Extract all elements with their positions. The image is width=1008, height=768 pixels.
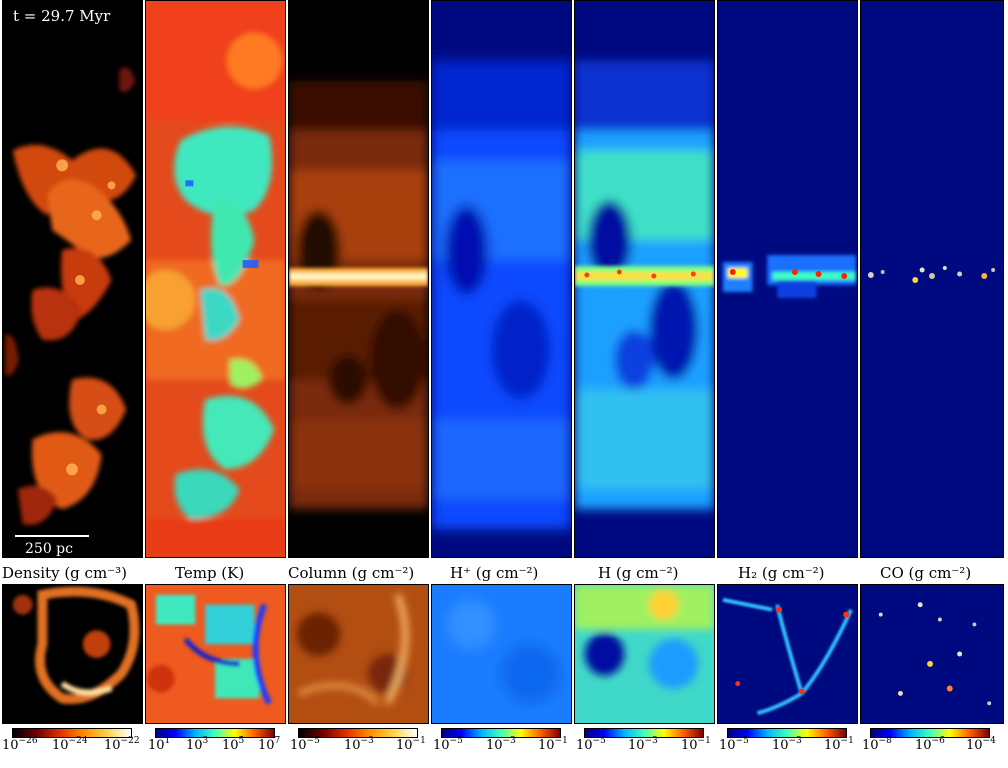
h2-title: H₂ (g cm⁻²) [738,564,825,582]
h-colorbar [584,728,704,738]
hplus-tick-0: 10−5 [433,736,463,754]
hplus-colorbar [441,728,561,738]
column-title: Column (g cm⁻²) [288,564,415,582]
co-tick-0: 10−8 [862,736,892,754]
h2-tick-1: 10−3 [772,736,802,754]
h-panel-top [574,0,715,558]
temp-tick-3: 107 [258,736,281,754]
hplus-tick-2: 10−1 [538,736,568,754]
column-panel-bottom [288,584,429,724]
h2-panel-top [717,0,858,558]
co-panel-bottom [860,584,1004,724]
temp-panel-bottom [145,584,286,724]
density-colorbar [12,728,132,738]
hplus-panel-top [431,0,572,558]
h-title: H (g cm⁻²) [598,564,679,582]
co-colorbar [870,728,990,738]
hplus-panel-bottom [431,584,572,724]
density-panel-top: t = 29.7 Myr 250 pc [2,0,143,558]
column-tick-2: 10−1 [396,736,426,754]
hplus-title: H⁺ (g cm⁻²) [450,564,539,582]
density-panel-bottom [2,584,143,724]
density-tick-0: 10−26 [2,736,38,754]
hplus-tick-1: 10−3 [486,736,516,754]
column-tick-0: 10−5 [290,736,320,754]
scale-bar [15,535,89,537]
h-tick-1: 10−3 [628,736,658,754]
h2-tick-2: 10−1 [824,736,854,754]
temp-panel-top [145,0,286,558]
temp-title: Temp (K) [175,564,245,582]
h2-colorbar [727,728,847,738]
temp-tick-1: 103 [186,736,209,754]
h-panel-bottom [574,584,715,724]
column-tick-1: 10−3 [344,736,374,754]
column-panel-top [288,0,429,558]
temp-tick-0: 101 [148,736,171,754]
h2-panel-bottom [717,584,858,724]
time-label: t = 29.7 Myr [13,7,111,25]
h-tick-0: 10−5 [576,736,606,754]
co-tick-1: 10−6 [915,736,945,754]
scale-label: 250 pc [25,541,73,557]
h2-tick-0: 10−5 [719,736,749,754]
density-tick-1: 10−24 [52,736,88,754]
column-colorbar [298,728,418,738]
co-title: CO (g cm⁻²) [880,564,972,582]
co-tick-2: 10−4 [966,736,996,754]
temp-colorbar [155,728,275,738]
density-title: Density (g cm⁻³) [2,564,127,582]
co-panel-top [860,0,1004,558]
temp-tick-2: 105 [222,736,245,754]
h-tick-2: 10−1 [681,736,711,754]
density-tick-2: 10−22 [104,736,140,754]
